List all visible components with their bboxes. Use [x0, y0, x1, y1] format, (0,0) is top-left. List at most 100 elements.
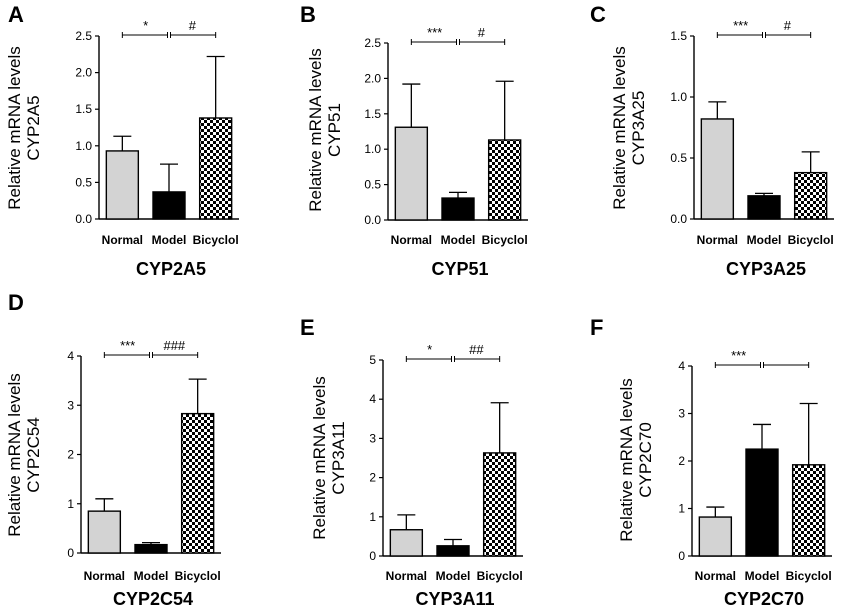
bar-a-model [152, 191, 186, 220]
panel-letter-d: D [8, 290, 24, 315]
y-axis-label-line-d-2: CYP2C54 [24, 417, 43, 493]
category-label-f-normal: Normal [695, 569, 736, 583]
sig-label-bicyclol-c: # [784, 18, 792, 33]
panel-letter-e: E [300, 315, 315, 340]
y-tick-label-e-2: 2 [369, 471, 376, 485]
y-tick-label-f-0: 0 [678, 549, 685, 563]
panel-letter-a: A [8, 2, 24, 27]
bar-a-bicyclol [198, 117, 233, 220]
bar-c-model [747, 195, 781, 220]
bar-e-normal [389, 529, 424, 557]
sig-label-bicyclol-e: ## [469, 342, 484, 357]
chart-title-d: CYP2C54 [113, 589, 193, 609]
chart-title-b: CYP51 [431, 259, 488, 279]
y-tick-label-f-3: 3 [678, 407, 685, 421]
y-axis-label-f: Relative mRNA levelsCYP2C70 [617, 378, 655, 541]
y-tick-label-d-2: 2 [67, 448, 74, 462]
y-tick-label-b-1: 0.5 [364, 178, 381, 192]
bar-c-normal [700, 118, 735, 220]
y-axis-label-b: Relative mRNA levelsCYP51 [306, 48, 344, 211]
sig-label-bicyclol-b: # [478, 25, 486, 40]
y-tick-label-d-1: 1 [67, 497, 74, 511]
category-label-d-model: Model [134, 569, 169, 583]
y-axis-label-line-b-1: Relative mRNA levels [306, 48, 325, 211]
y-tick-label-e-4: 4 [369, 392, 376, 406]
y-tick-label-b-2: 1.0 [364, 142, 381, 156]
y-axis-label-line-f-1: Relative mRNA levels [617, 378, 636, 541]
bar-b-model [441, 197, 475, 221]
category-label-e-model: Model [436, 569, 471, 583]
y-tick-label-e-5: 5 [369, 353, 376, 367]
y-tick-label-a-1: 0.5 [75, 175, 92, 189]
bar-b-normal [394, 126, 429, 221]
category-label-e-normal: Normal [386, 569, 427, 583]
panel-letter-f: F [590, 315, 603, 340]
category-label-d-normal: Normal [84, 569, 125, 583]
bar-e-model [436, 545, 470, 557]
chart-title-c: CYP3A25 [726, 259, 806, 279]
sig-label-model-b: *** [427, 25, 442, 40]
y-axis-label-d: Relative mRNA levelsCYP2C54 [5, 373, 43, 536]
category-label-a-bicyclol: Bicyclol [193, 233, 239, 247]
bar-f-model [745, 448, 779, 557]
y-tick-label-f-4: 4 [678, 359, 685, 373]
y-axis-label-line-e-2: CYP3A11 [329, 421, 348, 494]
panel-letter-b: B [300, 2, 316, 27]
y-axis-label-line-a-2: CYP2A5 [24, 95, 43, 160]
y-tick-label-b-3: 1.5 [364, 107, 381, 121]
sig-label-bicyclol-a: # [189, 18, 197, 33]
y-tick-label-d-0: 0 [67, 546, 74, 560]
category-label-a-model: Model [152, 233, 187, 247]
y-tick-label-e-3: 3 [369, 431, 376, 445]
sig-label-model-c: *** [733, 18, 748, 33]
y-tick-label-b-5: 2.5 [364, 36, 381, 50]
y-tick-label-e-0: 0 [369, 549, 376, 563]
y-tick-label-c-0: 0.0 [670, 212, 687, 226]
y-tick-label-d-4: 4 [67, 349, 74, 363]
category-label-d-bicyclol: Bicyclol [175, 569, 221, 583]
bar-a-normal [105, 150, 140, 220]
bar-f-bicyclol [791, 464, 826, 557]
y-axis-label-c: Relative mRNA levelsCYP3A25 [610, 46, 648, 209]
sig-label-model-d: *** [120, 338, 135, 353]
y-tick-label-a-5: 2.5 [75, 29, 92, 43]
category-label-b-model: Model [441, 233, 476, 247]
y-tick-label-f-2: 2 [678, 454, 685, 468]
category-label-e-bicyclol: Bicyclol [477, 569, 523, 583]
y-tick-label-b-0: 0.0 [364, 213, 381, 227]
bar-b-bicyclol [487, 139, 522, 221]
y-tick-label-c-3: 1.5 [670, 29, 687, 43]
y-axis-label-line-a-1: Relative mRNA levels [5, 46, 24, 209]
y-axis-label-line-e-1: Relative mRNA levels [310, 376, 329, 539]
bar-d-bicyclol [180, 412, 215, 554]
panel-letter-c: C [590, 2, 606, 27]
y-tick-label-a-2: 1.0 [75, 139, 92, 153]
chart-title-a: CYP2A5 [136, 259, 206, 279]
category-label-b-normal: Normal [391, 233, 432, 247]
bar-d-model [134, 543, 168, 554]
y-tick-label-c-2: 1.0 [670, 90, 687, 104]
sig-label-bicyclol-d: ### [163, 338, 185, 353]
category-label-c-model: Model [747, 233, 782, 247]
y-axis-label-e: Relative mRNA levelsCYP3A11 [310, 376, 348, 539]
chart-title-e: CYP3A11 [415, 589, 494, 609]
category-label-b-bicyclol: Bicyclol [482, 233, 528, 247]
category-label-a-normal: Normal [102, 233, 143, 247]
y-axis-label-line-c-2: CYP3A25 [629, 91, 648, 166]
y-tick-label-c-1: 0.5 [670, 151, 687, 165]
category-label-c-bicyclol: Bicyclol [788, 233, 834, 247]
sig-label-model-a: * [143, 18, 148, 33]
sig-label-model-e: * [427, 342, 432, 357]
y-tick-label-e-1: 1 [369, 510, 376, 524]
category-label-f-model: Model [745, 569, 780, 583]
panel-d: D Relative mRNA levelsCYP2C54 0 1 2 3 4 Normal M… [5, 290, 221, 609]
y-axis-label-line-b-2: CYP51 [325, 103, 344, 157]
y-tick-label-a-3: 1.5 [75, 102, 92, 116]
y-tick-label-d-3: 3 [67, 398, 74, 412]
chart-title-f: CYP2C70 [724, 589, 804, 609]
